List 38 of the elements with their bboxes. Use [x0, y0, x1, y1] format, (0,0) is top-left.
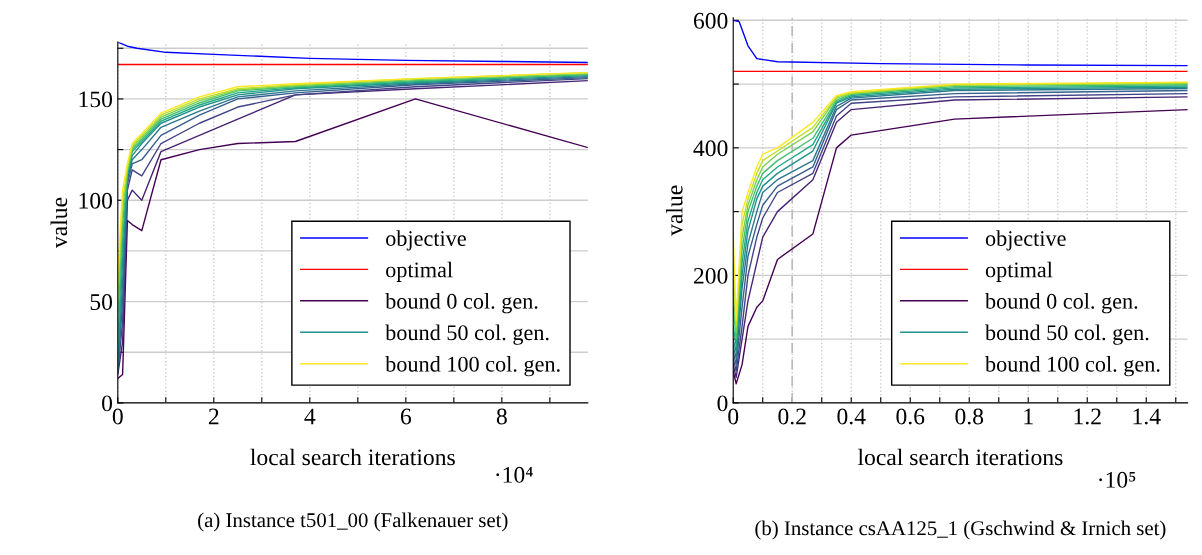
legend-label: bound 100 col. gen. [985, 356, 1160, 377]
legend-label: bound 0 col. gen. [385, 293, 538, 314]
legend-label: bound 100 col. gen. [385, 356, 560, 377]
x-tick-label: 2 [208, 408, 219, 425]
text: (b) Instance csAA125_1 (Gschwind & Irnich set) [755, 520, 1166, 540]
y-tick-label: 150 [79, 91, 113, 108]
x-axis-title: local search iterations [250, 448, 455, 466]
y-tick-label: 100 [79, 192, 113, 209]
x-tick-label: 0.6 [896, 408, 925, 425]
y-axis-title: value [665, 185, 683, 236]
legend-label: objective [985, 230, 1066, 251]
x-tick-label: 1.2 [1074, 408, 1101, 425]
legend-label: bound 50 col. gen. [385, 324, 549, 345]
legend-label: bound 50 col. gen. [985, 324, 1149, 345]
x-axis-title: local search iterations [857, 448, 1063, 466]
y-tick-label: 50 [90, 294, 113, 311]
y-tick-label: 600 [693, 12, 728, 29]
x-tick-label: 0.2 [778, 408, 806, 425]
x-tick-label: 6 [400, 408, 412, 425]
legend-label: objective [386, 230, 466, 251]
x-tick-label: 1.4 [1133, 408, 1161, 425]
y-tick-label: 0 [102, 395, 113, 412]
y-tick-label: 0 [717, 395, 728, 412]
text: (a) Instance t501_00 (Falkenauer set) [198, 512, 508, 532]
x-tick-label: 0 [728, 408, 739, 425]
text: ·10⁵ [1099, 471, 1136, 488]
x-tick-label: 8 [496, 408, 507, 425]
y-tick-label: 200 [693, 267, 728, 284]
x-tick-label: 1 [1024, 408, 1033, 425]
legend-label: bound 0 col. gen. [985, 293, 1138, 314]
legend-label: optimal [386, 261, 453, 282]
x-tick-label: 4 [304, 408, 316, 425]
y-tick-label: 400 [693, 140, 728, 157]
y-axis-title: value [50, 197, 68, 249]
x-tick-label: 0.8 [955, 408, 984, 425]
legend-label: optimal [985, 261, 1053, 282]
text: ·10⁴ [496, 466, 533, 483]
x-tick-label: 0.4 [837, 408, 866, 425]
